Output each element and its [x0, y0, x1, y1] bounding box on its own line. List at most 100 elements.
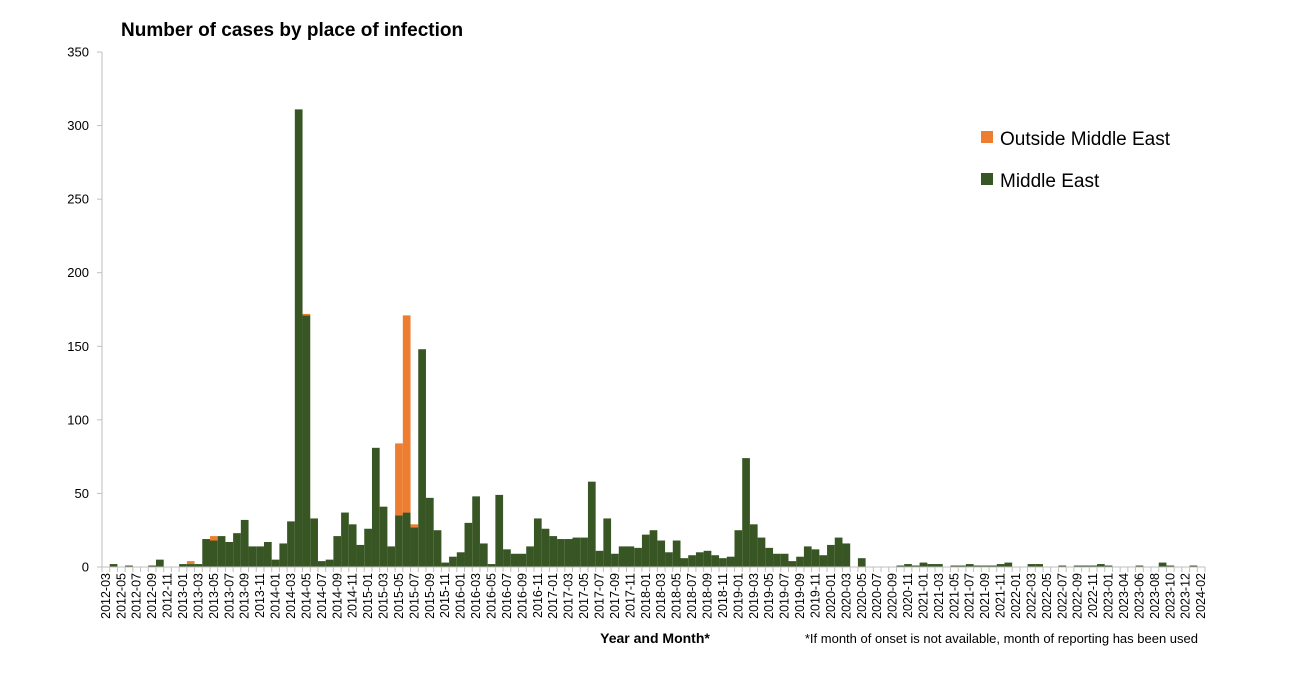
x-tick-label: 2023-04: [1117, 573, 1131, 619]
x-tick-label: 2019-11: [808, 573, 822, 618]
x-tick-label: 2023-08: [1148, 573, 1162, 619]
x-tick-label: 2013-05: [207, 573, 221, 619]
bar-middle-east: [726, 556, 735, 567]
x-tick-label: 2015-03: [377, 573, 391, 619]
x-tick-label: 2013-01: [176, 573, 190, 619]
bar-middle-east: [749, 524, 758, 567]
x-tick-label: 2012-03: [99, 573, 113, 619]
bar-middle-east: [503, 549, 511, 567]
bar-middle-east: [672, 540, 681, 567]
x-tick-label: 2015-11: [438, 573, 452, 618]
legend-label-outside-middle-east: Outside Middle East: [1000, 129, 1171, 150]
x-tick-label: 2018-03: [654, 573, 668, 619]
x-tick-label: 2020-09: [886, 573, 900, 619]
bar-middle-east: [109, 564, 118, 567]
bar-middle-east: [348, 524, 357, 567]
bar-middle-east: [155, 559, 164, 567]
x-tick-label: 2022-03: [1024, 573, 1038, 619]
bar-middle-east: [317, 561, 326, 567]
x-tick-label: 2018-07: [685, 573, 699, 619]
x-tick-label: 2021-01: [916, 573, 930, 619]
x-tick-label: 2017-05: [577, 573, 591, 619]
x-tick-label: 2021-07: [963, 573, 977, 619]
bar-middle-east: [341, 512, 349, 567]
bar-middle-east: [1004, 562, 1013, 567]
bar-middle-east: [803, 546, 812, 567]
x-tick-label: 2017-11: [623, 573, 637, 618]
bar-middle-east: [734, 530, 743, 567]
bar-middle-east: [788, 561, 797, 567]
x-tick-label: 2019-05: [762, 573, 776, 619]
x-tick-label: 2015-09: [423, 573, 437, 619]
bar-middle-east: [464, 522, 473, 567]
footnote: *If month of onset is not available, mon…: [805, 631, 1198, 646]
bar-middle-east: [371, 447, 380, 567]
bar-middle-east: [742, 458, 750, 567]
chart-title: Number of cases by place of infection: [121, 20, 463, 41]
bar-middle-east: [302, 315, 311, 567]
bar-middle-east: [310, 518, 318, 567]
bar-middle-east: [827, 544, 835, 567]
x-tick-label: 2022-01: [1009, 573, 1023, 619]
legend-swatch-outside-middle-east: [981, 131, 993, 143]
legend: Outside Middle East Middle East: [981, 129, 1171, 192]
x-tick-label: 2020-11: [901, 573, 915, 618]
legend-label-middle-east: Middle East: [1000, 171, 1100, 192]
bar-middle-east: [256, 546, 264, 567]
x-tick-label: 2023-10: [1163, 573, 1177, 619]
bar-middle-east: [1035, 564, 1044, 567]
bar-middle-east: [989, 565, 997, 567]
bar-middle-east: [356, 544, 365, 567]
bar-middle-east: [533, 518, 542, 567]
bar-middle-east: [549, 536, 558, 567]
x-tick-label: 2019-09: [793, 573, 807, 619]
x-tick-label: 2013-09: [238, 573, 252, 619]
bar-middle-east: [225, 541, 234, 567]
x-tick-label: 2020-01: [824, 573, 838, 619]
y-tick-label: 300: [67, 118, 89, 133]
bar-middle-east: [495, 494, 504, 567]
bar-middle-east: [564, 539, 573, 567]
bar-middle-east: [973, 565, 982, 567]
x-tick-label: 2021-11: [994, 573, 1008, 618]
bar-middle-east: [680, 558, 689, 567]
bar-middle-east: [811, 549, 820, 567]
bar-middle-east: [719, 558, 727, 567]
bar-middle-east: [479, 543, 488, 567]
y-tick-label: 350: [67, 45, 89, 60]
y-tick-label: 200: [67, 265, 89, 280]
x-tick-label: 2016-05: [485, 573, 499, 619]
bar-middle-east: [842, 543, 851, 567]
bar-middle-east: [757, 537, 766, 567]
x-tick-label: 2015-01: [361, 573, 375, 619]
x-tick-label: 2012-09: [145, 573, 159, 619]
x-tick-label: 2022-09: [1071, 573, 1085, 619]
y-tick-label: 0: [82, 560, 89, 575]
bar-middle-east: [611, 553, 619, 567]
bar-middle-east: [927, 564, 936, 567]
bar-middle-east: [271, 559, 280, 567]
bar-middle-east: [1073, 565, 1082, 567]
x-tick-label: 2013-07: [222, 573, 236, 619]
bar-middle-east: [603, 518, 612, 567]
bar-middle-east: [433, 530, 442, 567]
x-tick-label: 2020-05: [855, 573, 869, 619]
bar-middle-east: [796, 556, 804, 567]
bar-middle-east: [996, 564, 1005, 567]
x-tick-label: 2012-07: [130, 573, 144, 619]
x-tick-label: 2014-03: [284, 573, 298, 619]
x-tick-label: 2014-09: [330, 573, 344, 619]
x-tick-label: 2021-05: [947, 573, 961, 619]
bar-middle-east: [695, 552, 704, 567]
bar-middle-east: [294, 109, 303, 567]
bar-middle-east: [395, 515, 403, 567]
x-axis-title: Year and Month*: [600, 630, 710, 646]
x-tick-label: 2017-09: [608, 573, 622, 619]
y-axis: 0 50 100 150 200 250 300 350: [67, 45, 103, 575]
bar-middle-east: [449, 556, 457, 567]
bar-middle-east: [186, 564, 195, 567]
bar-middle-east: [425, 497, 434, 567]
x-axis: 2012-03 2012-05 2012-07 2012-09 2012-11 2013-…: [99, 566, 1208, 619]
bar-middle-east: [911, 565, 920, 567]
